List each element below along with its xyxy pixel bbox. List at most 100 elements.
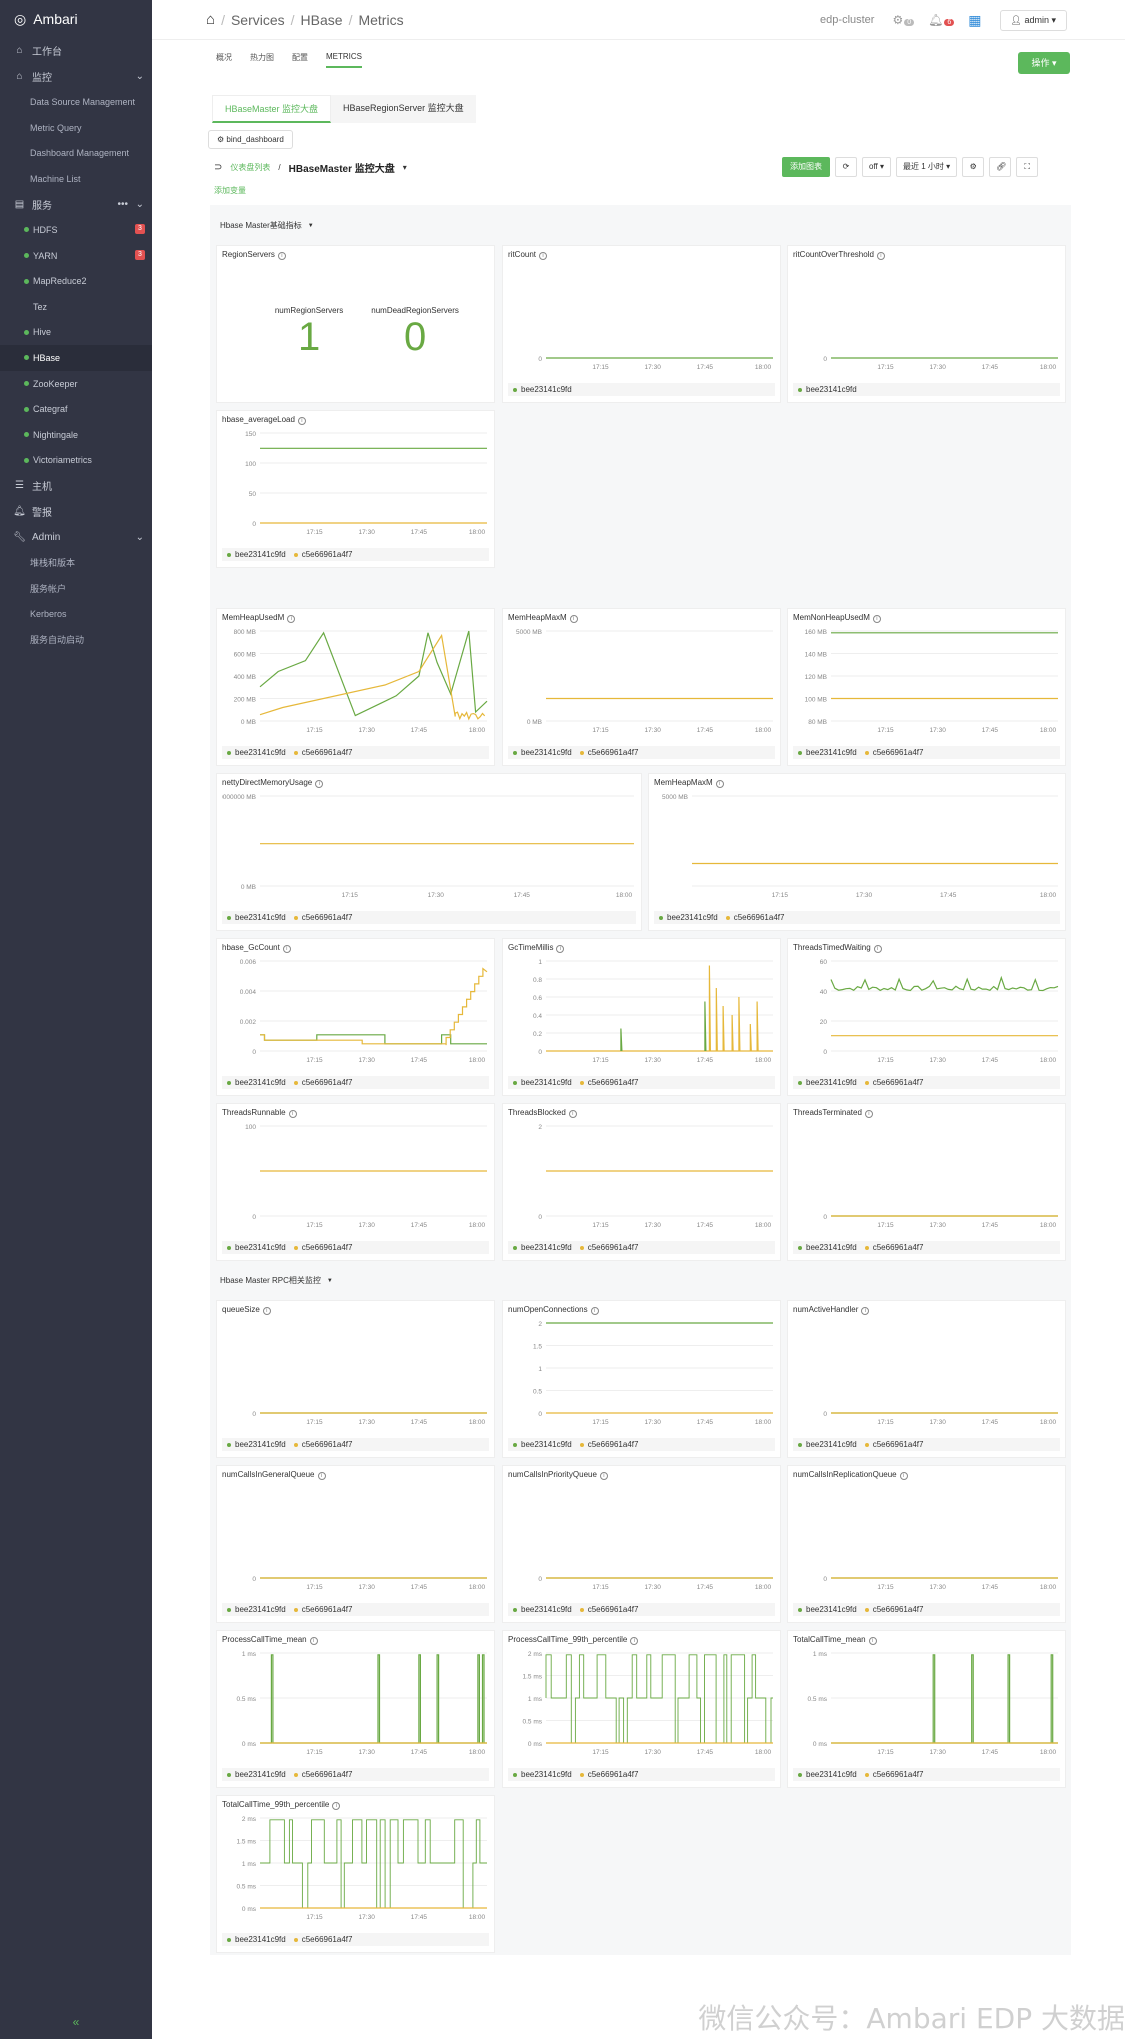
metric-panel[interactable]: MemHeapUsedM i bee23141c9fd c5e66961a4f7 800… [216,608,495,766]
legend-series-yellow[interactable]: c5e66961a4f7 [294,1243,353,1252]
info-icon[interactable]: i [873,945,882,953]
info-icon[interactable]: i [539,252,548,260]
info-icon[interactable]: i [599,1472,608,1480]
legend-series-green[interactable]: bee23141c9fd [227,1935,286,1944]
legend-series-green[interactable]: bee23141c9fd [659,913,718,922]
tab-metrics[interactable]: METRICS [326,52,362,68]
info-icon[interactable]: i [288,1110,297,1118]
legend-series-yellow[interactable]: c5e66961a4f7 [580,1078,639,1087]
info-icon[interactable]: i [569,615,578,623]
legend-series-green[interactable]: bee23141c9fd [513,1243,572,1252]
home-icon[interactable]: ⌂ [206,11,216,28]
sidebar-item-16[interactable]: Victoriametrics [0,448,152,474]
metric-panel[interactable]: ritCountOverThreshold i bee23141c9fd 0 17:15… [787,245,1066,403]
legend-series-yellow[interactable]: c5e66961a4f7 [294,1605,353,1614]
legend-series-yellow[interactable]: c5e66961a4f7 [294,1935,353,1944]
metric-panel[interactable]: ProcessCallTime_mean i bee23141c9fd c5e6696… [216,1630,495,1788]
metric-panel[interactable]: ritCount i bee23141c9fd 0 17:15 17:30 17:45 18:… [502,245,781,403]
metric-panel[interactable]: ThreadsRunnable i bee23141c9fd c5e66961a4f7… [216,1103,495,1261]
user-menu-button[interactable]: 👤︎ admin ▾ [999,9,1067,31]
metric-panel[interactable]: numCallsInReplicationQueue i bee23141c9fd c… [787,1465,1066,1623]
legend-series-yellow[interactable]: c5e66961a4f7 [580,1605,639,1614]
chevron-down-icon[interactable]: ⌄ [135,198,144,210]
legend-series-green[interactable]: bee23141c9fd [227,1605,286,1614]
legend-series-green[interactable]: bee23141c9fd [513,1605,572,1614]
sidebar-item-17[interactable]: ☰ 主机 [0,473,152,499]
legend-series-yellow[interactable]: c5e66961a4f7 [294,1078,353,1087]
metric-panel[interactable]: MemHeapMaxM i bee23141c9fd c5e66961a4f7 5000… [648,773,1066,931]
sidebar-item-20[interactable]: 堆栈和版本 [0,550,152,576]
settings-icon[interactable]: ⚙ [962,157,985,177]
sidebar-item-3[interactable]: Metric Query [0,115,152,141]
info-icon[interactable]: i [287,615,296,623]
breadcrumb-services[interactable]: Services [230,11,285,28]
legend-series-yellow[interactable]: c5e66961a4f7 [726,913,785,922]
chevron-down-icon[interactable]: ⌄ [135,531,144,543]
legend-series-green[interactable]: bee23141c9fd [798,1440,857,1449]
legend-series-green[interactable]: bee23141c9fd [798,1770,857,1779]
info-icon[interactable]: i [556,945,565,953]
sidebar-item-0[interactable]: ⌂ 工作台 [0,38,152,64]
legend-series-green[interactable]: bee23141c9fd [227,1440,286,1449]
chevron-down-icon[interactable]: ⌄ [135,70,144,82]
sidebar-item-15[interactable]: Nightingale [0,422,152,448]
legend-series-green[interactable]: bee23141c9fd [227,1770,286,1779]
metric-panel[interactable]: GcTimeMillis i bee23141c9fd c5e66961a4f7 1 0.… [502,938,781,1096]
info-icon[interactable]: i [590,1307,599,1315]
sidebar-item-14[interactable]: Categraf [0,396,152,422]
sidebar-item-22[interactable]: Kerberos [0,601,152,627]
legend-series-green[interactable]: bee23141c9fd [513,385,572,394]
tab-heatmaps[interactable]: 热力图 [250,53,274,62]
legend-series-green[interactable]: bee23141c9fd [227,550,286,559]
app-logo[interactable]: ◎ Ambari [0,0,152,38]
legend-series-yellow[interactable]: c5e66961a4f7 [580,748,639,757]
tab-hbasemaster-dashboard[interactable]: HBaseMaster 监控大盘 [212,95,332,123]
tab-configs[interactable]: 配置 [292,53,308,62]
sidebar-item-1[interactable]: ⌂ 监控 ⌄ [0,64,152,90]
legend-series-green[interactable]: bee23141c9fd [798,385,857,394]
operations-indicator[interactable]: ⚙ 0 [892,13,915,27]
sidebar-item-2[interactable]: Data Source Management [0,89,152,115]
info-icon[interactable]: i [876,252,885,260]
fullscreen-icon[interactable]: ⛶ [1016,157,1039,177]
legend-series-yellow[interactable]: c5e66961a4f7 [580,1440,639,1449]
sidebar-item-9[interactable]: MapReduce2 [0,268,152,294]
legend-series-green[interactable]: bee23141c9fd [227,1078,286,1087]
legend-series-yellow[interactable]: c5e66961a4f7 [865,748,924,757]
breadcrumb-hbase[interactable]: HBase [300,11,343,28]
legend-series-green[interactable]: bee23141c9fd [513,1770,572,1779]
legend-series-yellow[interactable]: c5e66961a4f7 [865,1440,924,1449]
sidebar-item-4[interactable]: Dashboard Management [0,140,152,166]
metric-panel[interactable]: ThreadsBlocked i bee23141c9fd c5e66961a4f7 2… [502,1103,781,1261]
info-icon[interactable]: i [315,780,324,788]
legend-series-green[interactable]: bee23141c9fd [798,748,857,757]
metric-panel[interactable]: ThreadsTerminated i bee23141c9fd c5e66961a4… [787,1103,1066,1261]
legend-series-yellow[interactable]: c5e66961a4f7 [580,1243,639,1252]
info-icon[interactable]: i [630,1637,639,1645]
info-icon[interactable]: i [861,1307,870,1315]
sidebar-item-13[interactable]: ZooKeeper [0,371,152,397]
legend-series-yellow[interactable]: c5e66961a4f7 [865,1243,924,1252]
sidebar-item-23[interactable]: 服务自动启动 [0,627,152,653]
metric-panel[interactable]: hbase_GcCount i bee23141c9fd c5e66961a4f7 0.… [216,938,495,1096]
add-panel-button[interactable]: 添加图表 [782,157,830,177]
chevron-down-icon[interactable]: ▾ [402,163,407,172]
legend-series-green[interactable]: bee23141c9fd [513,1440,572,1449]
tab-regionserver-dashboard[interactable]: HBaseRegionServer 监控大盘 [331,95,476,123]
sidebar-item-21[interactable]: 服务帐户 [0,575,152,601]
metric-panel[interactable]: nettyDirectMemoryUsage i bee23141c9fd c5e66… [216,773,642,931]
metric-panel[interactable]: numCallsInPriorityQueue i bee23141c9fd c5e6… [502,1465,781,1623]
add-variable-link[interactable]: 添加变量 [214,186,246,195]
sidebar-item-12[interactable]: HBase [0,345,152,371]
tab-summary[interactable]: 概况 [216,53,232,62]
info-icon[interactable]: i [899,1472,908,1480]
sidebar-item-5[interactable]: Machine List [0,166,152,192]
dashboard-list-link[interactable]: 仪表盘列表 [230,163,271,172]
refresh-icon[interactable]: ⟳ [835,157,857,177]
panel-group-header[interactable]: Hbase Master基础指标 ▼ [220,220,314,231]
bind-dashboard-button[interactable]: ⚙ bind_dashboard [208,130,293,149]
more-icon[interactable]: ••• [117,198,128,210]
info-icon[interactable]: i [277,252,286,260]
metric-panel[interactable]: ProcessCallTime_99th_percentile i bee23141… [502,1630,781,1788]
legend-series-yellow[interactable]: c5e66961a4f7 [294,1440,353,1449]
